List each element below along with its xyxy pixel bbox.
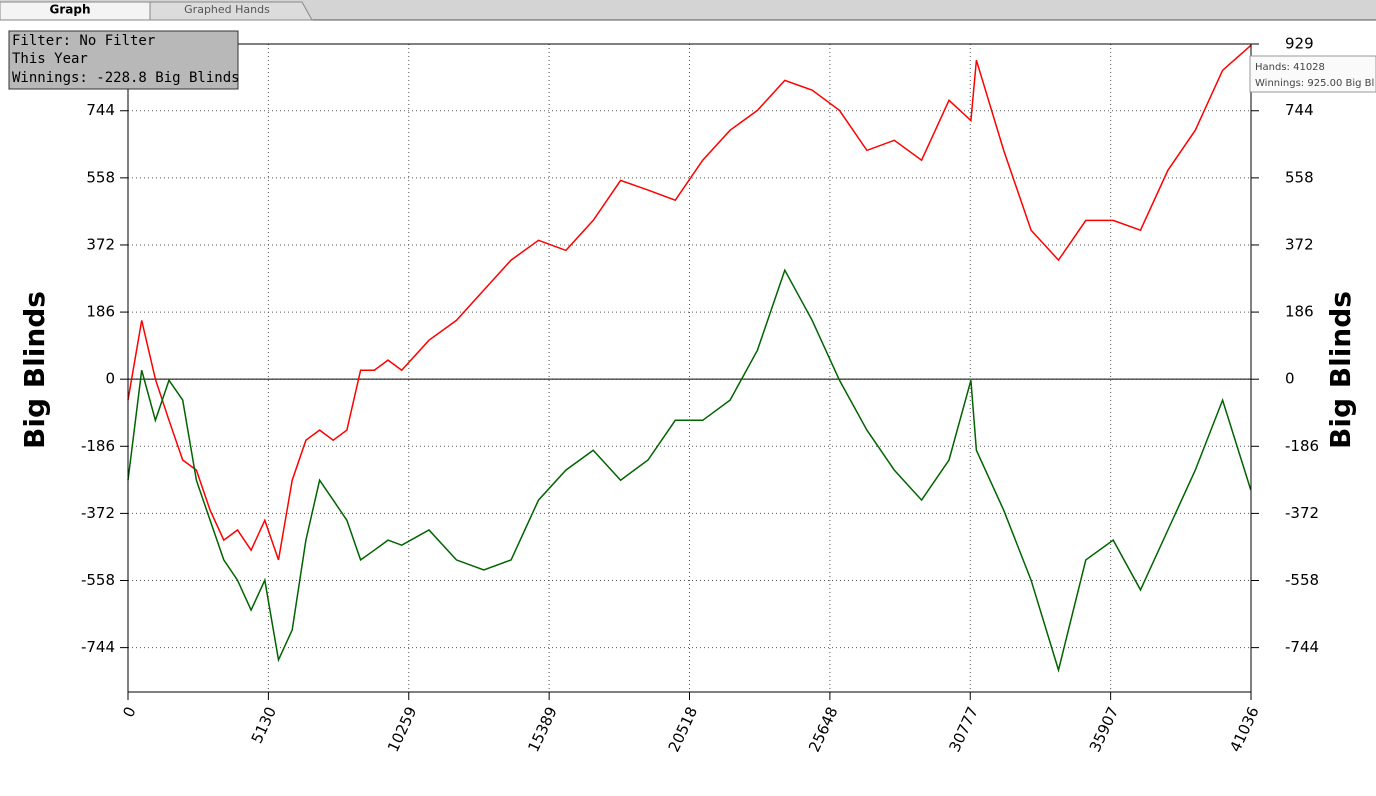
x-tick-label: 30777 bbox=[945, 704, 981, 755]
x-tick-label: 41036 bbox=[1226, 704, 1262, 755]
tab[interactable] bbox=[149, 1, 313, 21]
tooltip-line: Winnings: 925.00 Big Bl bbox=[1255, 78, 1374, 89]
y2-tick-label: -744 bbox=[1285, 638, 1319, 656]
tooltip bbox=[1249, 55, 1376, 93]
series-line bbox=[127, 268, 1252, 673]
tooltip-line: Hands: 41028 bbox=[1255, 62, 1325, 73]
series-line bbox=[127, 44, 1252, 561]
y2-tick-label: 372 bbox=[1285, 235, 1314, 253]
y-tick-label: -372 bbox=[81, 504, 115, 522]
info-line: Filter: No Filter bbox=[12, 33, 155, 49]
y-axis-label: Big Blinds bbox=[18, 291, 51, 449]
info-line: Winnings: -228.8 Big Blinds bbox=[12, 70, 240, 86]
y-tick-label: -558 bbox=[81, 571, 115, 589]
y-tick-label: 186 bbox=[86, 303, 115, 321]
y2-tick-label: -558 bbox=[1285, 571, 1319, 589]
y2-tick-label: -372 bbox=[1285, 504, 1319, 522]
y2-tick-label: 186 bbox=[1285, 303, 1314, 321]
tab-label[interactable]: Graphed Hands bbox=[184, 3, 270, 16]
plot-frame bbox=[127, 43, 1252, 693]
x-tick-label: 35907 bbox=[1086, 704, 1122, 755]
y2-axis-label: Big Blinds bbox=[1324, 291, 1357, 449]
info-box bbox=[8, 30, 239, 90]
x-tick-label: 5130 bbox=[248, 704, 280, 746]
y2-tick-label: 929 bbox=[1285, 35, 1314, 53]
y2-tick-label: 744 bbox=[1285, 101, 1314, 119]
x-tick-label: 0 bbox=[119, 704, 139, 720]
x-tick-label: 25648 bbox=[805, 704, 841, 755]
info-line: This Year bbox=[12, 51, 88, 67]
x-tick-label: 15389 bbox=[524, 704, 560, 755]
y-tick-label: -186 bbox=[81, 437, 115, 455]
plot: -744 -744 -558 -558 -372 -372 -186 -186 0 0 186 186… bbox=[81, 35, 1319, 755]
y-tick-label: 558 bbox=[86, 168, 115, 186]
y-tick-label: 372 bbox=[86, 235, 115, 253]
y-tick-label: 0 bbox=[105, 370, 115, 388]
y-tick-label: 744 bbox=[86, 101, 115, 119]
tab-bar bbox=[0, 0, 1376, 20]
y2-tick-label: 558 bbox=[1285, 168, 1314, 186]
y2-tick-label: -186 bbox=[1285, 437, 1319, 455]
tab-label[interactable]: Graph bbox=[50, 3, 91, 17]
y2-tick-label: 0 bbox=[1285, 370, 1295, 388]
y-tick-label: -744 bbox=[81, 638, 115, 656]
x-tick-label: 20518 bbox=[665, 704, 701, 755]
x-tick-label: 10259 bbox=[384, 704, 420, 755]
